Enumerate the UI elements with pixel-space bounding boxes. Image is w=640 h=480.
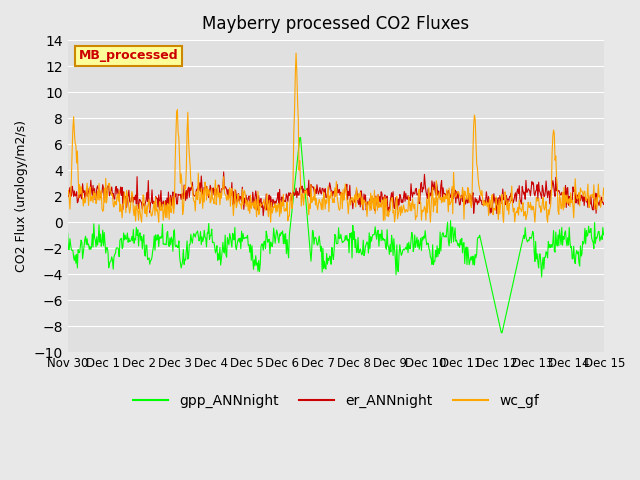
- wc_gf: [184, 109, 191, 115]
- er_ANNnight: [419, 189, 426, 195]
- wc_gf: [64, 192, 72, 197]
- er_ANNnight: [220, 169, 227, 175]
- wc_gf: [212, 202, 220, 207]
- wc_gf: [403, 207, 410, 213]
- wc_gf: [138, 219, 145, 225]
- gpp_ANNnight: [74, 265, 81, 271]
- gpp_ANNnight: [129, 238, 136, 244]
- wc_gf: [74, 148, 81, 154]
- Text: MB_processed: MB_processed: [78, 49, 178, 62]
- er_ANNnight: [64, 191, 72, 196]
- er_ANNnight: [74, 200, 81, 205]
- gpp_ANNnight: [497, 330, 505, 336]
- gpp_ANNnight: [418, 248, 426, 253]
- wc_gf: [600, 191, 608, 197]
- gpp_ANNnight: [183, 238, 191, 244]
- gpp_ANNnight: [600, 231, 608, 237]
- Legend: gpp_ANNnight, er_ANNnight, wc_gf: gpp_ANNnight, er_ANNnight, wc_gf: [127, 389, 545, 414]
- Line: wc_gf: wc_gf: [68, 53, 604, 222]
- gpp_ANNnight: [64, 230, 72, 236]
- er_ANNnight: [212, 187, 220, 193]
- er_ANNnight: [129, 194, 136, 200]
- gpp_ANNnight: [402, 244, 410, 250]
- wc_gf: [292, 50, 300, 56]
- Line: gpp_ANNnight: gpp_ANNnight: [68, 138, 604, 333]
- gpp_ANNnight: [296, 135, 303, 141]
- Line: er_ANNnight: er_ANNnight: [68, 172, 604, 216]
- gpp_ANNnight: [212, 250, 220, 256]
- Y-axis label: CO2 Flux (urology/m2/s): CO2 Flux (urology/m2/s): [15, 120, 28, 272]
- wc_gf: [419, 207, 426, 213]
- Title: Mayberry processed CO2 Fluxes: Mayberry processed CO2 Fluxes: [202, 15, 470, 33]
- wc_gf: [129, 192, 136, 197]
- er_ANNnight: [403, 195, 410, 201]
- er_ANNnight: [259, 213, 267, 218]
- er_ANNnight: [183, 196, 191, 202]
- er_ANNnight: [600, 200, 608, 206]
